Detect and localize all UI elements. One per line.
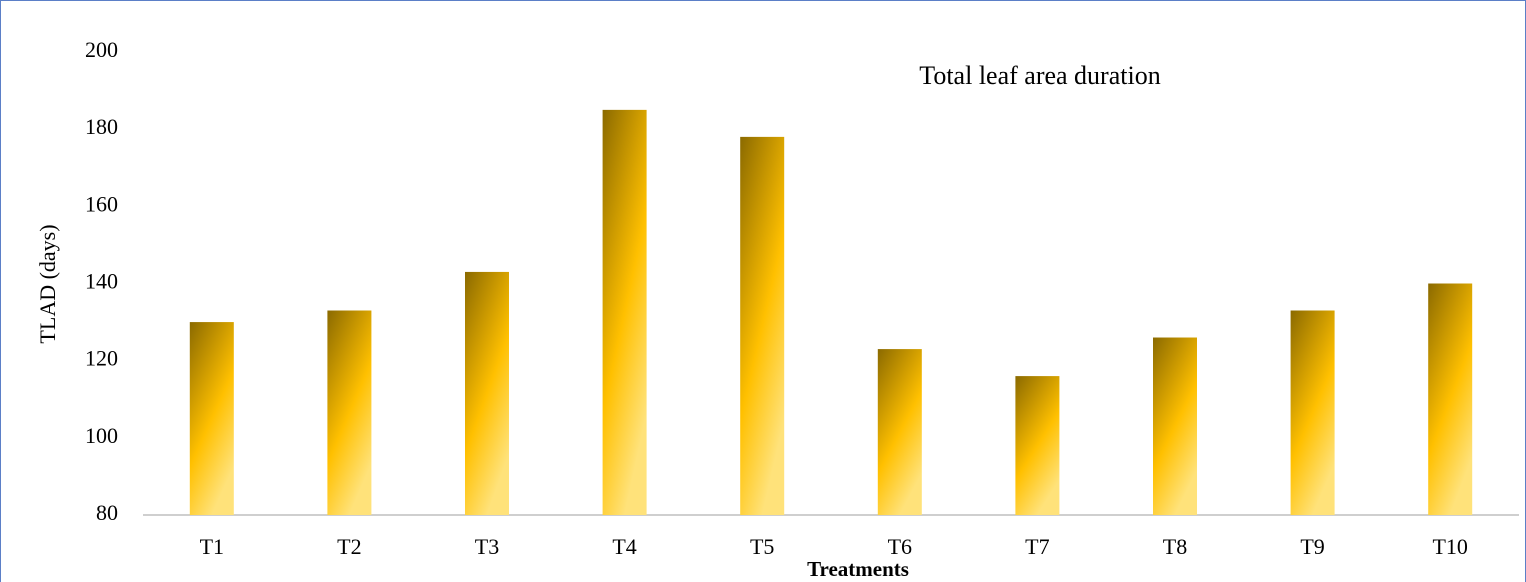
y-tick-label: 200 — [85, 37, 118, 62]
y-tick-label: 180 — [85, 114, 118, 139]
bar — [877, 349, 922, 515]
x-tick-label: T3 — [475, 534, 499, 559]
bar — [189, 322, 234, 515]
x-tick-label: T6 — [888, 534, 912, 559]
y-tick-label: 140 — [85, 269, 118, 294]
x-tick-label: T1 — [200, 534, 224, 559]
x-tick-label: T4 — [612, 534, 636, 559]
x-axis-label: Treatments — [807, 557, 909, 581]
x-tick-label: T8 — [1163, 534, 1187, 559]
y-tick-label: 120 — [85, 346, 118, 371]
x-tick-label: T2 — [337, 534, 361, 559]
y-tick-label: 160 — [85, 191, 118, 216]
x-tick-label: T9 — [1300, 534, 1324, 559]
bar — [602, 109, 647, 515]
bar — [1290, 310, 1335, 515]
y-tick-label: 100 — [85, 423, 118, 448]
x-tick-label: T7 — [1025, 534, 1049, 559]
y-tick-label: 80 — [96, 500, 118, 525]
chart-title: Total leaf area duration — [919, 61, 1160, 90]
bar — [465, 271, 509, 515]
bar — [1153, 337, 1197, 515]
y-axis-label: TLAD (days) — [35, 224, 60, 343]
bar — [1428, 283, 1473, 515]
x-tick-label: T10 — [1432, 534, 1467, 559]
bar — [327, 310, 372, 515]
x-tick-label: T5 — [750, 534, 774, 559]
bar — [1015, 376, 1060, 515]
bar — [740, 136, 785, 515]
